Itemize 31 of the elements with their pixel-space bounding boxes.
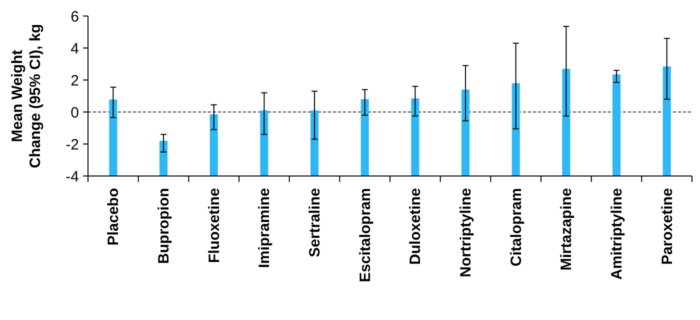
x-tick-label: Paroxetine [658, 188, 676, 265]
y-tick-label: 0 [70, 104, 79, 122]
y-tick-label: 4 [70, 40, 79, 58]
bar [411, 98, 420, 176]
bar [159, 140, 168, 176]
bar [662, 66, 671, 176]
x-tick-label: Sertraline [306, 188, 324, 258]
bar [562, 68, 570, 176]
bar [360, 99, 369, 176]
bar [512, 83, 520, 176]
bar [210, 114, 218, 176]
x-tick-label: Citalopram [508, 188, 525, 266]
y-tick-label: 2 [70, 72, 79, 90]
x-tick-label: Duloxetine [407, 188, 424, 265]
x-tick-label: Escitalopram [356, 188, 374, 282]
bar [461, 90, 470, 176]
y-tick-label: -4 [66, 168, 79, 186]
x-tick-label: Imipramine [256, 188, 274, 268]
bar [260, 110, 268, 176]
x-tick-label: Amitriptyline [608, 188, 626, 280]
x-tick-label: Bupropion [156, 188, 172, 264]
x-tick-label: Nortriptyline [458, 188, 474, 278]
bar [612, 74, 621, 176]
x-tick-label: Fluoxetine [206, 188, 223, 264]
bar [310, 110, 319, 176]
x-tick-label: Mirtazapine [558, 188, 576, 271]
bar [109, 100, 118, 176]
y-tick-label: 6 [70, 8, 79, 26]
x-tick-label: Placebo [105, 188, 122, 246]
y-axis-title: Mean Weight Change (95% CI), kg [9, 24, 44, 168]
y-tick-label: -2 [66, 136, 79, 154]
